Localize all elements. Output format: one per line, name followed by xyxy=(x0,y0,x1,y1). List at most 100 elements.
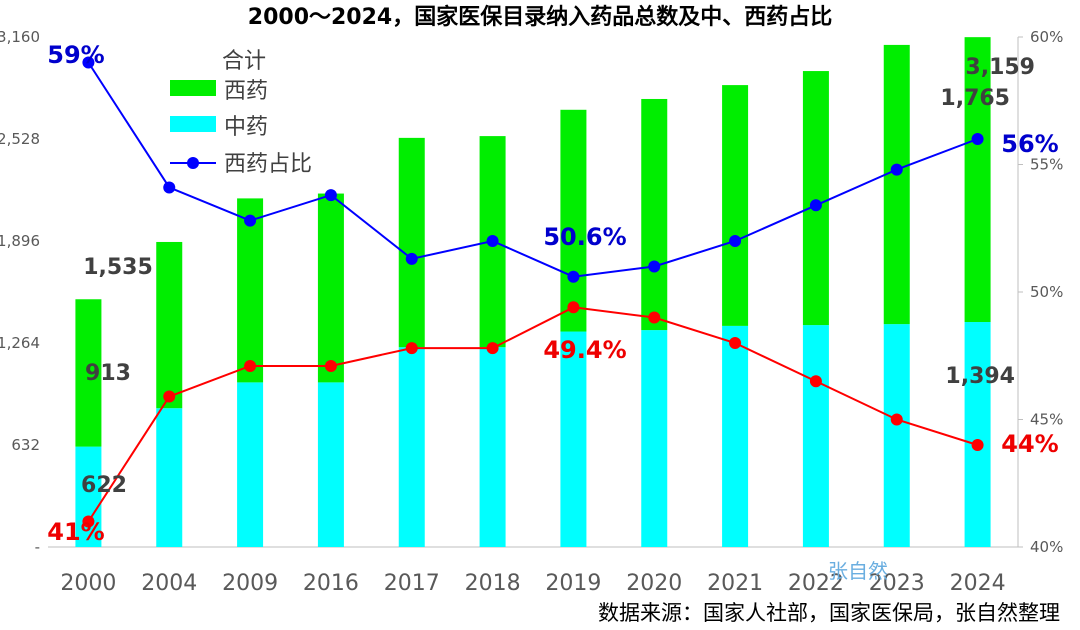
zhongyao-share-point xyxy=(809,375,822,388)
data-label: 59% xyxy=(47,41,104,69)
x-tick-label: 2022 xyxy=(788,571,844,596)
zhongyao-share-line xyxy=(87,306,978,523)
xiyao-share-point xyxy=(567,270,580,283)
xiyao-share-point xyxy=(486,235,499,247)
xiyao-share-point xyxy=(244,214,257,227)
bar-xiyao xyxy=(802,71,829,326)
zhongyao-share-point xyxy=(890,413,903,426)
bar-xiyao xyxy=(883,44,910,325)
x-tick-label: 2016 xyxy=(303,571,359,596)
bar-xiyao xyxy=(237,198,264,383)
bar-xiyao xyxy=(75,299,102,447)
data-label: 49.4% xyxy=(543,336,626,364)
bar-zhongyao xyxy=(398,347,425,547)
xiyao-share-point xyxy=(890,163,903,176)
xiyao-share-point xyxy=(82,56,95,69)
y-tick-left: 1,896 xyxy=(0,232,40,250)
x-tick-label: 2018 xyxy=(465,571,521,596)
legend-swatch xyxy=(170,80,216,96)
y-tick-right: 60% xyxy=(1030,28,1063,46)
x-tick-label: 2004 xyxy=(141,571,197,596)
legend-label: 西药 xyxy=(224,79,268,104)
axes: - 632 1,264 1,896 2,528 3,160 40% 45% 50% 55% 60% 2… xyxy=(0,28,1063,596)
bar-xiyao xyxy=(560,109,587,332)
bar-zhongyao xyxy=(317,382,344,547)
x-tick-label: 2021 xyxy=(707,571,763,596)
xiyao-share-point xyxy=(163,181,176,194)
y-tick-left: 632 xyxy=(11,436,40,454)
legend-label: 西药占比 xyxy=(224,152,312,177)
xiyao-share-point xyxy=(648,260,661,273)
bar-zhongyao xyxy=(237,382,264,547)
source-note: 数据来源：国家人社部，国家医保局，张自然整理 xyxy=(598,601,1060,625)
bar-zhongyao xyxy=(883,324,910,547)
y-tick-right: 45% xyxy=(1030,411,1063,429)
legend-label: 中药 xyxy=(224,115,268,140)
xiyao-share-line xyxy=(87,61,978,278)
chart-title: 2000～2024，国家医保目录纳入药品总数及中、西药占比 xyxy=(248,4,832,30)
data-label: 1,535 xyxy=(83,255,153,280)
bar-xiyao xyxy=(317,193,344,383)
xiyao-share-point xyxy=(729,235,742,247)
bar-zhongyao xyxy=(964,322,991,547)
zhongyao-share-point xyxy=(567,301,580,314)
x-tick-label: 2017 xyxy=(384,571,440,596)
zhongyao-share-point xyxy=(324,359,337,372)
zhongyao-share-point xyxy=(82,515,95,528)
data-label: 1,765 xyxy=(940,86,1010,111)
bar-zhongyao xyxy=(156,408,183,547)
bar-zhongyao xyxy=(479,347,506,547)
bar-zhongyao xyxy=(802,325,829,547)
bars xyxy=(75,37,991,547)
bar-xiyao xyxy=(641,98,668,331)
data-label: 3,159 xyxy=(965,55,1035,80)
y-tick-left: 1,264 xyxy=(0,334,40,352)
zhongyao-share-point xyxy=(729,337,742,349)
xiyao-share-point xyxy=(809,199,822,212)
bar-zhongyao xyxy=(641,330,668,547)
bar-xiyao xyxy=(722,85,749,326)
xiyao-share-point xyxy=(405,252,418,265)
bar-zhongyao xyxy=(722,325,749,547)
data-label: 41% xyxy=(47,518,104,546)
data-label: 50.6% xyxy=(543,223,626,251)
data-label: 1,394 xyxy=(945,364,1015,389)
data-label: 56% xyxy=(1001,130,1058,158)
bar-xiyao xyxy=(398,137,425,348)
zhongyao-share-point xyxy=(486,342,499,355)
x-tick-label: 2009 xyxy=(222,571,278,596)
zhongyao-share-point xyxy=(405,342,418,355)
zhongyao-share-point xyxy=(163,390,176,403)
x-tick-label: 2023 xyxy=(869,571,925,596)
legend-title: 合计 xyxy=(222,49,266,74)
x-tick-label: 2020 xyxy=(626,571,682,596)
watermark: 张自然 xyxy=(828,559,888,583)
xiyao-share-point xyxy=(324,189,337,202)
zhongyao-share-point xyxy=(648,311,661,324)
zhongyao-share-point xyxy=(971,439,984,451)
legend-marker xyxy=(187,157,199,169)
x-tick-label: 2024 xyxy=(950,571,1006,596)
bar-xiyao xyxy=(156,241,183,409)
bar-zhongyao xyxy=(75,446,102,547)
x-tick-label: 2000 xyxy=(60,571,116,596)
bar-xiyao xyxy=(964,37,991,323)
zhongyao-share-point xyxy=(244,359,257,372)
xiyao-share-point xyxy=(971,133,984,145)
legend-swatch xyxy=(170,116,216,132)
y-tick-right: 50% xyxy=(1030,283,1063,301)
data-label: 44% xyxy=(1001,430,1058,458)
y-tick-right: 40% xyxy=(1030,538,1063,556)
data-labels: 1,535 913 622 3,159 1,765 1,394 59% 56% 50.6% 41%… xyxy=(47,41,1058,546)
y-tick-left: 2,528 xyxy=(0,130,40,148)
lines xyxy=(82,56,984,528)
bar-zhongyao xyxy=(560,331,587,547)
y-tick-left: - xyxy=(35,538,40,556)
x-tick-label: 2019 xyxy=(545,571,601,596)
data-label: 913 xyxy=(85,361,131,386)
y-tick-left: 3,160 xyxy=(0,28,40,46)
data-label: 622 xyxy=(81,473,127,498)
y-tick-right: 55% xyxy=(1030,156,1063,174)
